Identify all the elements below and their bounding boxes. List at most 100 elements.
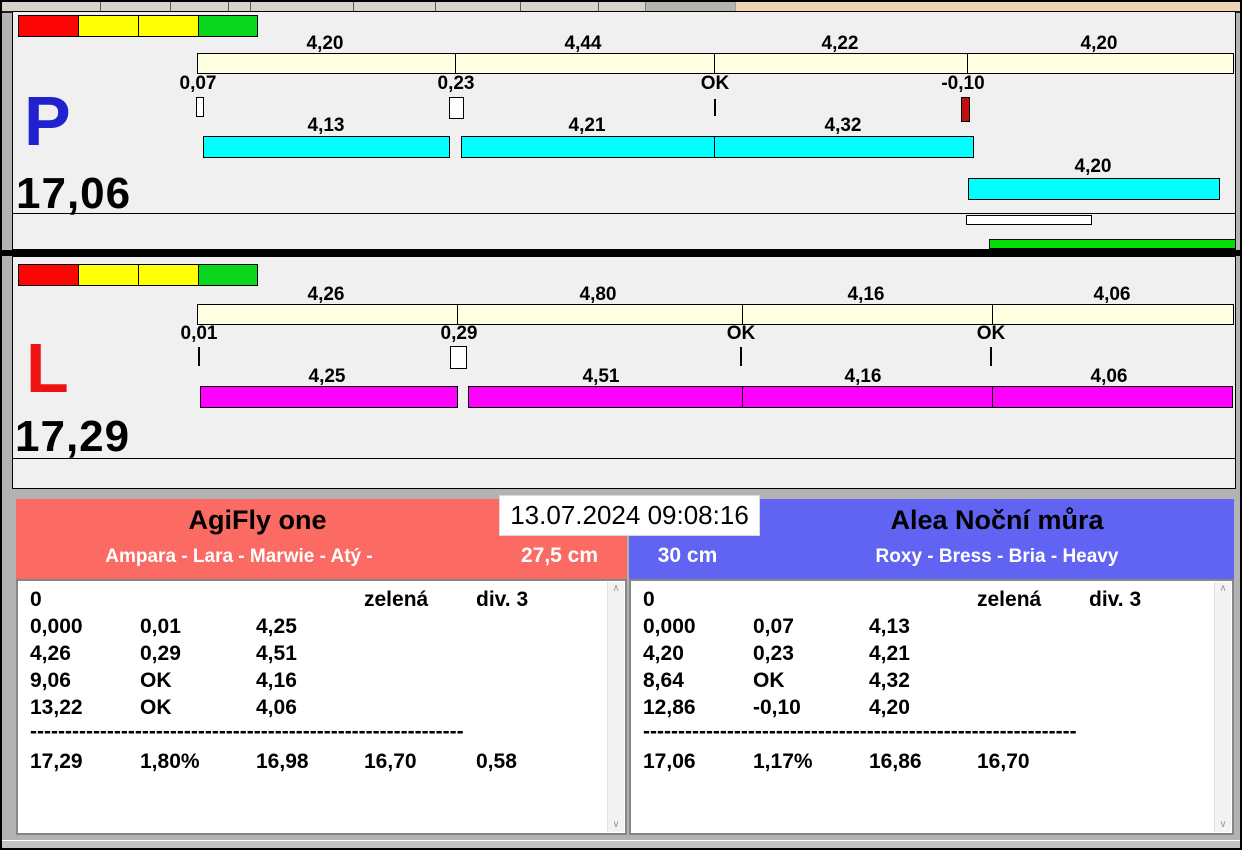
changeover-tick <box>449 97 464 119</box>
changeover-tick <box>714 99 716 116</box>
l-sector-time: 4,06 <box>1093 284 1131 305</box>
strip-tan-segment <box>735 2 1240 11</box>
p-changeover: 0,23 <box>437 73 475 94</box>
p-baseline <box>13 213 1235 214</box>
p-reference-bar-green <box>989 239 1236 249</box>
scroll-down-icon[interactable]: ∨ <box>612 819 620 830</box>
scroll-up-icon[interactable]: ∧ <box>612 583 620 594</box>
changeover-tick <box>196 97 204 117</box>
l-traffic-scale <box>18 264 258 286</box>
split-divider <box>714 137 715 157</box>
l-baseline <box>13 458 1235 459</box>
scroll-up-icon[interactable]: ∧ <box>1219 583 1227 594</box>
changeover-tick <box>450 346 467 369</box>
changeover-tick <box>990 347 992 366</box>
l-sector-time: 4,16 <box>847 284 885 305</box>
strip-divider <box>435 2 436 11</box>
l-changeover: OK <box>726 323 756 344</box>
timestamp-box: 13.07.2024 09:08:16 <box>499 495 760 536</box>
table-cell: 4,32 <box>869 669 910 692</box>
sector-divider <box>457 305 458 324</box>
p-sector-time: 4,20 <box>1080 33 1118 54</box>
table-cell: -0,10 <box>753 696 801 719</box>
table-divider: ----------------------------------------… <box>643 721 1077 742</box>
percent-cell: 1,17% <box>753 750 813 773</box>
scale-green-segment <box>198 16 257 36</box>
table-cell: 0,29 <box>140 642 181 665</box>
table-cell: 12,86 <box>643 696 696 719</box>
table-cell: 9,06 <box>30 669 71 692</box>
scroll-down-icon[interactable]: ∨ <box>1219 819 1227 830</box>
l-sector-time: 4,26 <box>307 284 345 305</box>
table-cell: zelená <box>977 588 1042 611</box>
l-changeover: OK <box>976 323 1006 344</box>
p-split-time: 4,21 <box>568 115 606 136</box>
table-cell: 4,20 <box>643 642 684 665</box>
sector-divider <box>992 305 993 324</box>
right-results-table: 0 zelená div. 3 0,000 0,07 4,13 4,20 0,2… <box>629 579 1234 835</box>
p-sector-bar <box>197 53 1234 74</box>
table-cell: 0 <box>30 588 42 611</box>
net-time-cell: 16,98 <box>256 750 309 773</box>
table-cell: 0,23 <box>753 642 794 665</box>
timestamp-text: 13.07.2024 09:08:16 <box>510 500 749 530</box>
panel-separator <box>2 250 1240 256</box>
table-cell: OK <box>140 669 172 692</box>
table-cell: 4,25 <box>256 615 297 638</box>
p-split-time: 4,20 <box>1074 156 1112 177</box>
p-sector-time: 4,20 <box>306 33 344 54</box>
best-time-cell: 16,70 <box>364 750 417 773</box>
table-cell: OK <box>140 696 172 719</box>
table-cell: 4,06 <box>256 696 297 719</box>
changeover-tick <box>198 347 200 366</box>
p-split-time: 4,32 <box>824 115 862 136</box>
table-cell: 0,000 <box>643 615 696 638</box>
table-cell: 4,26 <box>30 642 71 665</box>
strip-dark-segment <box>645 2 736 11</box>
percent-cell: 1,80% <box>140 750 200 773</box>
net-time-cell: 16,86 <box>869 750 922 773</box>
table-cell: 0,07 <box>753 615 794 638</box>
left-team-height: 27,5 cm <box>520 544 599 567</box>
scale-yellow-segment <box>78 16 138 36</box>
left-team-members: Ampara - Lara - Marwie - Atý - <box>105 546 373 567</box>
table-cell: 0,000 <box>30 615 83 638</box>
table-cell: 4,51 <box>256 642 297 665</box>
sector-divider <box>714 54 715 73</box>
right-team-members: Roxy - Bress - Bria - Heavy <box>875 546 1119 567</box>
split-divider <box>992 387 993 407</box>
diff-cell: 0,58 <box>476 750 517 773</box>
scale-green-segment <box>198 265 257 285</box>
scale-red-segment <box>19 265 78 285</box>
table-cell: 13,22 <box>30 696 83 719</box>
p-changeover: -0,10 <box>941 73 985 94</box>
table-cell: 4,20 <box>869 696 910 719</box>
changeover-tick <box>740 347 742 366</box>
strip-divider <box>100 2 101 11</box>
table-cell: div. 3 <box>476 588 529 611</box>
left-table-scrollbar[interactable]: ∧ ∨ <box>607 582 624 832</box>
sector-divider <box>967 54 968 73</box>
right-team-name: Alea Noční můra <box>890 505 1104 535</box>
l-total-time: 17,29 <box>15 412 131 461</box>
table-cell: 4,16 <box>256 669 297 692</box>
right-team-height: 30 cm <box>657 544 718 567</box>
p-sector-time: 4,22 <box>821 33 859 54</box>
bottom-window-strip <box>2 840 1240 848</box>
table-cell: 8,64 <box>643 669 684 692</box>
right-table-scrollbar[interactable]: ∧ ∨ <box>1214 582 1231 832</box>
p-split-bar <box>461 136 974 158</box>
p-total-time: 17,06 <box>16 169 132 218</box>
scale-yellow-segment <box>138 16 198 36</box>
changeover-tick-fault <box>961 97 970 122</box>
p-reference-bar-white <box>966 215 1092 225</box>
table-cell: 0,01 <box>140 615 181 638</box>
l-sector-time: 4,80 <box>579 284 617 305</box>
best-time-cell: 16,70 <box>977 750 1030 773</box>
l-split-bar <box>200 386 458 408</box>
p-changeover: 0,07 <box>179 73 217 94</box>
l-split-time: 4,16 <box>844 366 882 387</box>
p-traffic-scale <box>18 15 258 37</box>
split-divider <box>742 387 743 407</box>
